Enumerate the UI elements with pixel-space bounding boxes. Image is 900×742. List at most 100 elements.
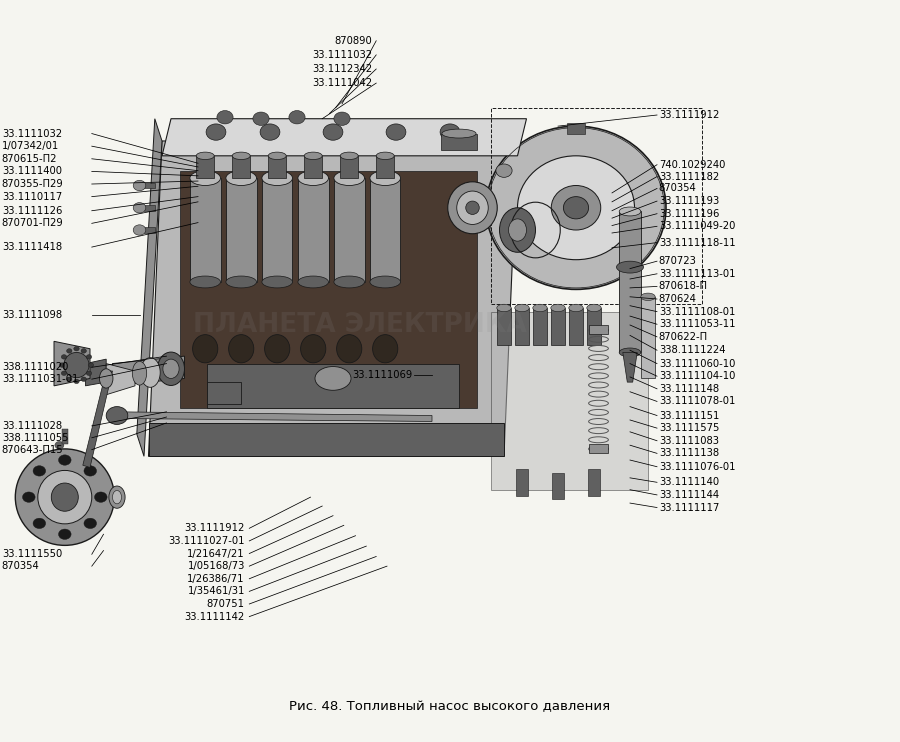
Text: 33.1111083: 33.1111083 (659, 436, 719, 446)
Text: 33.1111032: 33.1111032 (2, 128, 62, 139)
Text: 33.1111912: 33.1111912 (659, 110, 719, 120)
Circle shape (55, 441, 64, 449)
Ellipse shape (163, 359, 179, 378)
Text: 33.1110117: 33.1110117 (2, 191, 62, 202)
Text: 870355-П29: 870355-П29 (2, 179, 64, 189)
Text: 33.1111027-01: 33.1111027-01 (168, 536, 245, 546)
Circle shape (33, 518, 46, 528)
Ellipse shape (81, 377, 86, 381)
Bar (589, 444, 608, 453)
Circle shape (58, 529, 71, 539)
Text: 870618-П: 870618-П (659, 281, 707, 292)
Circle shape (323, 124, 343, 140)
Bar (207, 364, 459, 408)
Text: 870624: 870624 (659, 294, 697, 304)
Text: 33.1111118-11: 33.1111118-11 (659, 237, 735, 248)
Text: 33.1111138: 33.1111138 (659, 448, 719, 459)
Circle shape (84, 518, 96, 528)
Text: 1/05168/73: 1/05168/73 (187, 561, 245, 571)
Text: 33.1111196: 33.1111196 (659, 209, 719, 219)
Text: 740.1029240: 740.1029240 (659, 160, 725, 170)
Bar (304, 156, 322, 178)
Ellipse shape (334, 276, 364, 288)
Text: 870751: 870751 (207, 599, 245, 609)
Circle shape (94, 492, 107, 502)
Ellipse shape (497, 304, 511, 312)
Text: 33.1111028: 33.1111028 (2, 421, 62, 431)
Bar (588, 469, 600, 496)
Ellipse shape (190, 276, 220, 288)
Text: 33.1111031-01: 33.1111031-01 (2, 374, 78, 384)
Text: 1/26386/71: 1/26386/71 (187, 574, 245, 584)
Text: 33.1111193: 33.1111193 (659, 196, 719, 206)
Text: 870723: 870723 (659, 256, 697, 266)
Ellipse shape (74, 347, 79, 351)
Ellipse shape (466, 201, 479, 214)
Text: 33.1111060-10: 33.1111060-10 (659, 358, 735, 369)
Bar (587, 308, 601, 345)
Ellipse shape (158, 352, 184, 386)
Polygon shape (491, 312, 648, 490)
Ellipse shape (232, 152, 250, 160)
Bar (62, 429, 68, 444)
Ellipse shape (551, 186, 601, 230)
Ellipse shape (67, 377, 72, 381)
Text: 33.1111144: 33.1111144 (659, 490, 719, 500)
Circle shape (84, 466, 96, 476)
Text: 33.1111076-01: 33.1111076-01 (659, 462, 735, 472)
Ellipse shape (190, 171, 220, 186)
Bar (190, 178, 220, 282)
Polygon shape (106, 364, 135, 395)
Text: 33.1111418: 33.1111418 (2, 242, 62, 252)
Ellipse shape (109, 486, 125, 508)
Text: 1/07342/01: 1/07342/01 (2, 141, 59, 151)
Ellipse shape (140, 358, 160, 387)
Bar (552, 473, 564, 499)
Polygon shape (117, 412, 432, 421)
Text: 870890: 870890 (335, 36, 373, 46)
Polygon shape (180, 171, 477, 408)
Bar (441, 134, 477, 150)
Text: 870354: 870354 (2, 561, 40, 571)
Ellipse shape (551, 304, 565, 312)
Ellipse shape (298, 276, 328, 288)
Text: 870643-П15: 870643-П15 (2, 444, 63, 455)
Ellipse shape (229, 335, 254, 363)
Ellipse shape (486, 126, 666, 289)
Circle shape (260, 124, 280, 140)
Ellipse shape (61, 371, 67, 375)
Text: 338.1111224: 338.1111224 (659, 345, 725, 355)
Ellipse shape (64, 352, 89, 378)
Ellipse shape (86, 355, 92, 359)
Ellipse shape (226, 276, 256, 288)
Text: 33.1111400: 33.1111400 (2, 166, 62, 177)
Bar (340, 156, 358, 178)
Circle shape (106, 407, 128, 424)
Polygon shape (137, 119, 162, 456)
Ellipse shape (500, 208, 536, 252)
Circle shape (33, 466, 46, 476)
Ellipse shape (193, 335, 218, 363)
Bar (196, 156, 214, 178)
Ellipse shape (61, 355, 67, 359)
Text: 1/21647/21: 1/21647/21 (187, 548, 245, 559)
Ellipse shape (81, 349, 86, 353)
Text: 33.1111140: 33.1111140 (659, 477, 719, 487)
Ellipse shape (262, 276, 292, 288)
Bar (207, 382, 241, 404)
Bar (551, 308, 565, 345)
Ellipse shape (370, 276, 400, 288)
Circle shape (440, 124, 460, 140)
Text: 33.1111113-01: 33.1111113-01 (659, 269, 735, 279)
Polygon shape (162, 119, 526, 156)
Ellipse shape (456, 191, 488, 224)
Ellipse shape (86, 371, 92, 375)
Text: 870354: 870354 (659, 183, 697, 194)
Polygon shape (112, 356, 184, 386)
Ellipse shape (641, 293, 655, 301)
Ellipse shape (569, 304, 583, 312)
Ellipse shape (518, 156, 634, 260)
Circle shape (334, 112, 350, 125)
Ellipse shape (619, 207, 641, 216)
Text: 1/35461/31: 1/35461/31 (187, 586, 245, 597)
